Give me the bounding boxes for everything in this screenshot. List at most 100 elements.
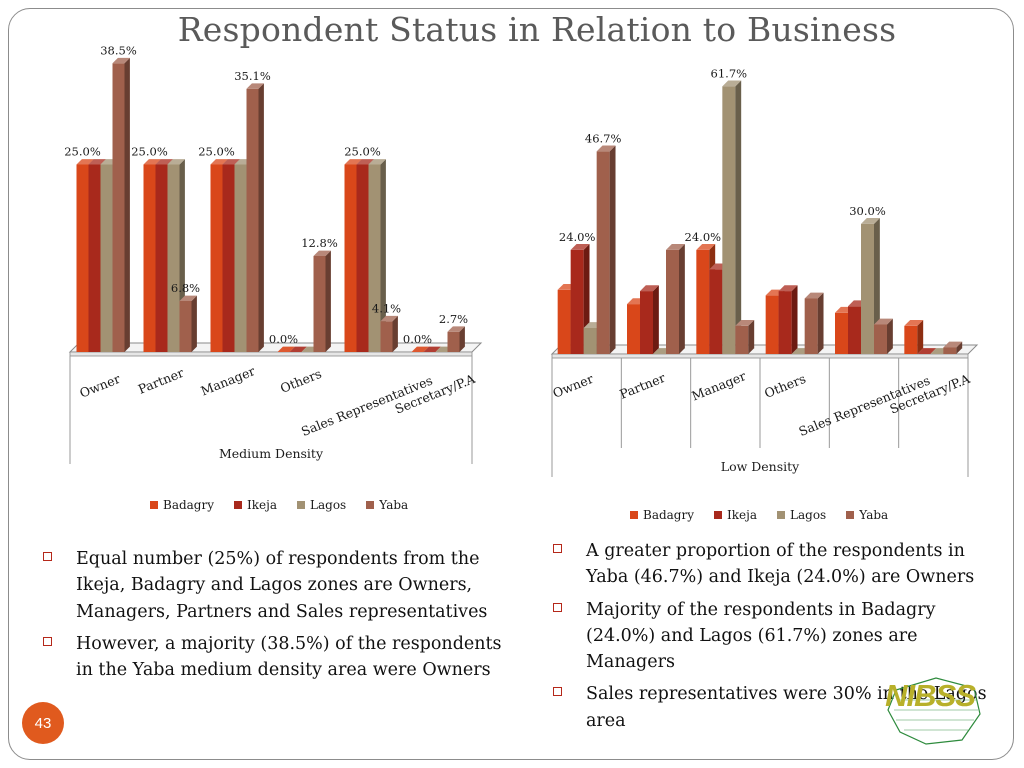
bar-ikeja-secretary-p-a <box>917 348 937 354</box>
tick-label-partner: Partner <box>617 370 667 402</box>
data-label: 0.0% <box>403 332 432 346</box>
checkbox-bullet-icon <box>553 687 562 697</box>
legend-swatch <box>630 511 638 519</box>
legend-swatch <box>234 501 243 509</box>
bar-yaba-secretary-p-a <box>447 326 465 352</box>
chart-low-density: 24.0% 46.7% 24.0% 61.7% 30.0% Owner Partner Man… <box>544 40 994 480</box>
bar-yaba-manager <box>735 319 755 354</box>
legend-item-ikeja: Ikeja <box>714 508 757 522</box>
data-label: 61.7% <box>711 66 748 80</box>
page-title: Respondent Status in Relation to Busines… <box>177 10 897 49</box>
bullet-item: Majority of the respondents in Badagry (… <box>548 597 1010 676</box>
bar-yaba-manager <box>246 83 264 352</box>
data-label: 25.0% <box>344 145 381 159</box>
bullet-item: A greater proportion of the respondents … <box>548 538 1010 591</box>
chart-base <box>69 351 473 357</box>
bullet-item: Equal number (25%) of respondents from t… <box>38 546 508 625</box>
chart-medium-density-svg: 25.0% 38.5% 25.0% 6.8% 25.0% 35.1% 0.0% 12.8% 25… <box>64 43 483 464</box>
chart-low-density-svg: 24.0% 46.7% 24.0% 61.7% 30.0% Owner Partner Man… <box>551 66 979 477</box>
slide-frame <box>8 8 1014 760</box>
bar-badagry-secretary-p-a <box>411 346 429 352</box>
legend-swatch <box>777 511 786 519</box>
data-label: 35.1% <box>234 69 271 83</box>
bar-yaba-sales-representatives <box>380 315 398 352</box>
legend-label: Lagos <box>310 498 347 512</box>
legend-item-badagry: Badagry <box>150 498 214 512</box>
right-bullet-list: A greater proportion of the respondents … <box>548 538 1010 740</box>
tick-label-manager: Manager <box>199 363 258 398</box>
data-label: 2.7% <box>439 312 468 326</box>
legend-item-lagos: Lagos <box>297 498 346 512</box>
chart-base <box>551 353 969 359</box>
bullet-text: Majority of the respondents in Badagry (… <box>586 599 936 673</box>
bullet-text: Sales representatives were 30% in the La… <box>586 684 987 731</box>
bar-yaba-owner <box>596 145 616 354</box>
legend-low-density: Badagry Ikeja Lagos Yaba <box>630 508 888 522</box>
bar-yaba-partner <box>179 295 197 352</box>
data-label: 30.0% <box>849 204 886 218</box>
axis-title: Low Density <box>721 459 800 474</box>
checkbox-bullet-icon <box>43 552 52 561</box>
bullet-text: A greater proportion of the respondents … <box>586 541 975 588</box>
left-bullet-list: Equal number (25%) of respondents from t… <box>38 546 508 689</box>
data-label: 6.8% <box>171 281 200 295</box>
data-label: 25.0% <box>131 145 168 159</box>
axis-title: Medium Density <box>219 446 324 461</box>
bar-badagry-secretary-p-a <box>904 319 924 354</box>
data-label: 46.7% <box>585 131 622 145</box>
bar-badagry-others <box>277 346 295 352</box>
legend-swatch <box>714 511 723 519</box>
bar-yaba-owner <box>112 57 130 352</box>
legend-label: Badagry <box>643 508 695 522</box>
legend-swatch <box>846 511 855 519</box>
bar-ikeja-partner <box>640 285 659 354</box>
data-label: 24.0% <box>685 230 722 244</box>
tick-label-others: Others <box>278 366 324 396</box>
legend-item-yaba: Yaba <box>846 508 888 522</box>
bar-yaba-others <box>804 292 824 354</box>
legend-swatch <box>366 501 375 509</box>
data-label: 25.0% <box>64 145 101 159</box>
legend-swatch <box>150 501 158 509</box>
tick-label-others: Others <box>762 371 808 401</box>
bullet-item: However, a majority (38.5%) of the respo… <box>38 631 508 684</box>
bar-yaba-sales-representatives <box>874 318 893 354</box>
bullet-text: However, a majority (38.5%) of the respo… <box>76 633 502 680</box>
data-label: 38.5% <box>100 43 137 57</box>
legend-label: Ikeja <box>727 508 758 522</box>
checkbox-bullet-icon <box>553 544 562 553</box>
data-label: 24.0% <box>559 230 596 244</box>
legend-label: Yaba <box>379 498 409 512</box>
bar-yaba-others <box>313 250 331 352</box>
nigeria-map-icon <box>887 677 981 745</box>
bar-lagos-sales-representatives <box>368 159 386 352</box>
data-label: 0.0% <box>269 332 298 346</box>
bar-ikeja-others <box>289 346 307 352</box>
legend-label: Ikeja <box>247 498 278 512</box>
nibss-logo: NIBSS <box>876 670 986 754</box>
bar-yaba-secretary-p-a <box>943 341 963 354</box>
chart-medium-density: 25.0% 38.5% 25.0% 6.8% 25.0% 35.1% 0.0% 12.8% 25… <box>60 40 490 470</box>
bullet-item: Sales representatives were 30% in the La… <box>548 681 1010 734</box>
checkbox-bullet-icon <box>553 602 562 612</box>
bar-ikeja-secretary-p-a <box>423 346 441 352</box>
legend-label: Badagry <box>163 498 215 512</box>
tick-label-owner: Owner <box>77 371 122 401</box>
checkbox-bullet-icon <box>43 636 52 646</box>
legend-medium-density: Badagry Ikeja Lagos Yaba <box>150 498 408 512</box>
legend-item-badagry: Badagry <box>630 508 694 522</box>
legend-label: Lagos <box>790 508 827 522</box>
legend-item-yaba: Yaba <box>366 498 408 512</box>
bar-ikeja-others <box>778 285 798 354</box>
data-label: 12.8% <box>301 236 338 250</box>
bar-lagos-sales-representatives <box>861 217 880 354</box>
legend-item-lagos: Lagos <box>777 508 826 522</box>
logo-text: NIBSS <box>885 678 976 713</box>
tick-label-owner: Owner <box>551 371 596 401</box>
bar-lagos-manager <box>722 80 742 354</box>
bullet-text: Equal number (25%) of respondents from t… <box>76 549 488 622</box>
tick-label-partner: Partner <box>136 365 186 397</box>
page-number-badge: 43 <box>22 702 64 744</box>
data-label: 25.0% <box>198 145 235 159</box>
bar-yaba-partner <box>666 244 685 354</box>
